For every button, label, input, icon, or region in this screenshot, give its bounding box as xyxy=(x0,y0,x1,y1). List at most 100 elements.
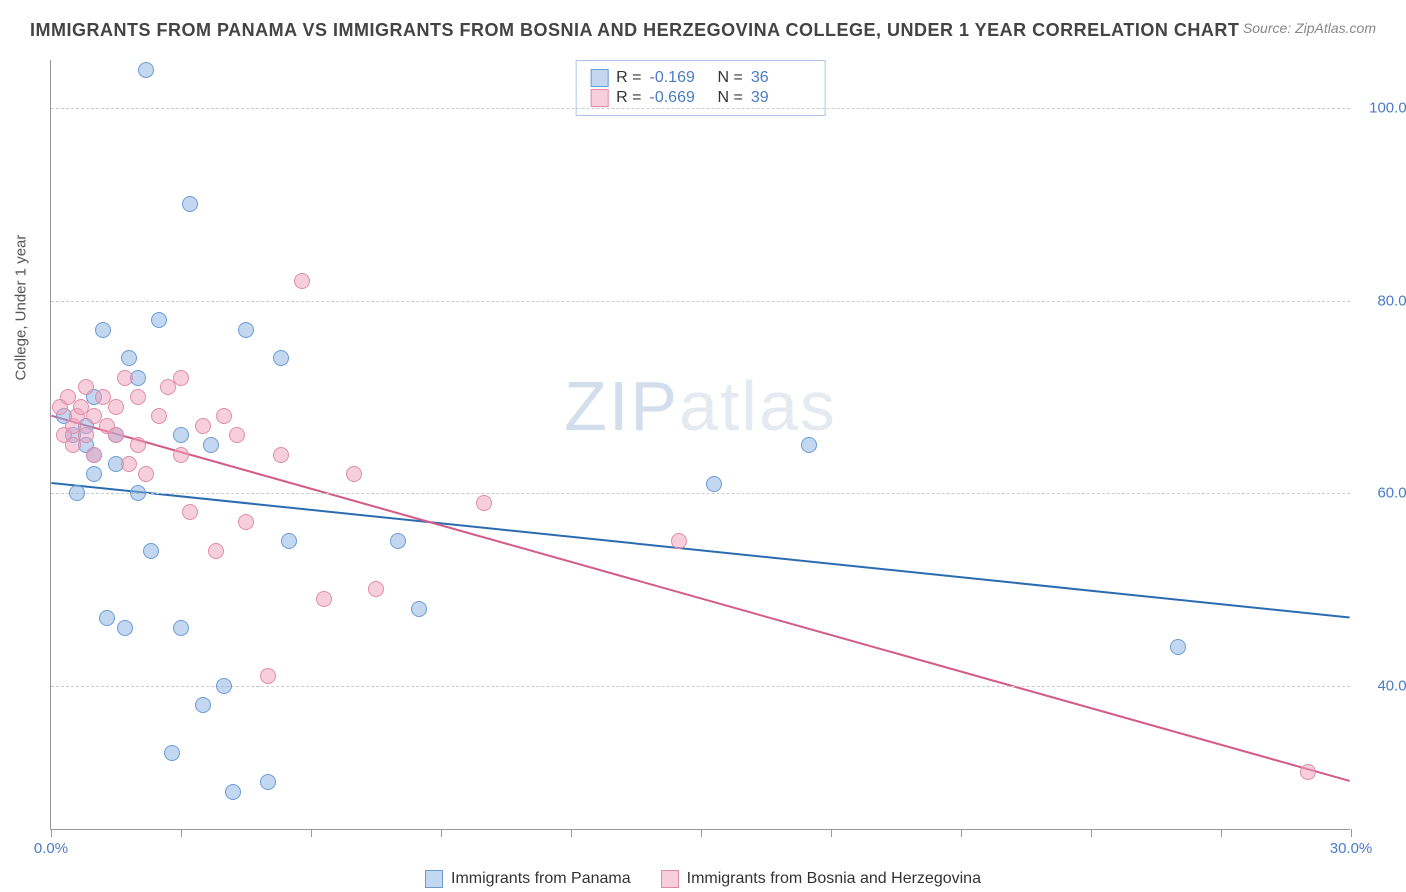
stat-n-label: N = xyxy=(718,69,743,87)
scatter-point xyxy=(273,350,289,366)
scatter-point xyxy=(225,784,241,800)
x-tick-mark xyxy=(441,829,442,837)
legend-swatch xyxy=(425,870,443,888)
legend-swatch xyxy=(590,69,608,87)
trend-line xyxy=(51,483,1349,618)
scatter-point xyxy=(130,389,146,405)
scatter-point xyxy=(95,322,111,338)
scatter-point xyxy=(411,601,427,617)
stat-r-label: R = xyxy=(616,89,641,107)
y-tick-label: 40.0% xyxy=(1377,677,1406,694)
scatter-point xyxy=(173,447,189,463)
gridline-h xyxy=(51,108,1350,109)
scatter-point xyxy=(138,62,154,78)
scatter-point xyxy=(151,408,167,424)
legend-item: Immigrants from Bosnia and Herzegovina xyxy=(661,870,981,888)
scatter-point xyxy=(476,495,492,511)
scatter-point xyxy=(108,427,124,443)
scatter-point xyxy=(216,678,232,694)
scatter-point xyxy=(121,456,137,472)
chart-plot-area: ZIPatlas College, Under 1 year R = -0.16… xyxy=(50,60,1350,830)
stat-n-value: 36 xyxy=(751,69,811,87)
scatter-point xyxy=(78,427,94,443)
scatter-point xyxy=(1170,639,1186,655)
scatter-point xyxy=(801,437,817,453)
stat-r-value: -0.669 xyxy=(650,89,710,107)
x-tick-mark xyxy=(961,829,962,837)
y-axis-title: College, Under 1 year xyxy=(13,234,30,380)
x-tick-mark xyxy=(701,829,702,837)
scatter-point xyxy=(173,370,189,386)
scatter-point xyxy=(138,466,154,482)
scatter-point xyxy=(1300,764,1316,780)
scatter-point xyxy=(117,620,133,636)
stat-n-label: N = xyxy=(718,89,743,107)
scatter-point xyxy=(121,350,137,366)
scatter-point xyxy=(706,476,722,492)
scatter-point xyxy=(99,610,115,626)
scatter-point xyxy=(78,379,94,395)
x-tick-label: 30.0% xyxy=(1330,840,1373,857)
scatter-point xyxy=(208,543,224,559)
chart-title: IMMIGRANTS FROM PANAMA VS IMMIGRANTS FRO… xyxy=(30,20,1376,41)
bottom-legend: Immigrants from Panama Immigrants from Bo… xyxy=(425,870,981,888)
stat-r-value: -0.169 xyxy=(650,69,710,87)
trend-lines-layer xyxy=(51,60,1350,829)
x-tick-mark xyxy=(181,829,182,837)
x-tick-mark xyxy=(831,829,832,837)
scatter-point xyxy=(216,408,232,424)
y-tick-label: 80.0% xyxy=(1377,292,1406,309)
legend-stat-row: R = -0.669 N = 39 xyxy=(590,89,811,107)
scatter-point xyxy=(108,399,124,415)
scatter-point xyxy=(143,543,159,559)
x-tick-mark xyxy=(1351,829,1352,837)
x-tick-mark xyxy=(571,829,572,837)
scatter-point xyxy=(130,485,146,501)
scatter-point xyxy=(130,437,146,453)
scatter-point xyxy=(229,427,245,443)
scatter-point xyxy=(117,370,133,386)
x-tick-mark xyxy=(1091,829,1092,837)
legend-swatch xyxy=(590,89,608,107)
scatter-point xyxy=(368,581,384,597)
x-tick-mark xyxy=(311,829,312,837)
legend-label: Immigrants from Bosnia and Herzegovina xyxy=(687,870,981,888)
scatter-point xyxy=(390,533,406,549)
legend-swatch xyxy=(661,870,679,888)
gridline-h xyxy=(51,301,1350,302)
scatter-point xyxy=(294,273,310,289)
scatter-point xyxy=(238,514,254,530)
stat-n-value: 39 xyxy=(751,89,811,107)
scatter-point xyxy=(182,504,198,520)
watermark: ZIPatlas xyxy=(564,366,837,446)
scatter-point xyxy=(69,485,85,501)
scatter-point xyxy=(86,447,102,463)
scatter-point xyxy=(195,418,211,434)
scatter-point xyxy=(671,533,687,549)
source-attribution: Source: ZipAtlas.com xyxy=(1243,20,1376,36)
scatter-point xyxy=(173,620,189,636)
x-tick-mark xyxy=(1221,829,1222,837)
scatter-point xyxy=(260,668,276,684)
scatter-point xyxy=(346,466,362,482)
legend-stat-row: R = -0.169 N = 36 xyxy=(590,69,811,87)
y-tick-label: 100.0% xyxy=(1369,100,1406,117)
x-tick-label: 0.0% xyxy=(34,840,68,857)
scatter-point xyxy=(195,697,211,713)
scatter-point xyxy=(86,466,102,482)
scatter-point xyxy=(260,774,276,790)
scatter-point xyxy=(164,745,180,761)
legend-item: Immigrants from Panama xyxy=(425,870,631,888)
y-tick-label: 60.0% xyxy=(1377,485,1406,502)
scatter-point xyxy=(151,312,167,328)
stat-r-label: R = xyxy=(616,69,641,87)
scatter-point xyxy=(273,447,289,463)
scatter-point xyxy=(203,437,219,453)
scatter-point xyxy=(173,427,189,443)
scatter-point xyxy=(238,322,254,338)
scatter-point xyxy=(316,591,332,607)
scatter-point xyxy=(182,196,198,212)
x-tick-mark xyxy=(51,829,52,837)
gridline-h xyxy=(51,686,1350,687)
gridline-h xyxy=(51,493,1350,494)
